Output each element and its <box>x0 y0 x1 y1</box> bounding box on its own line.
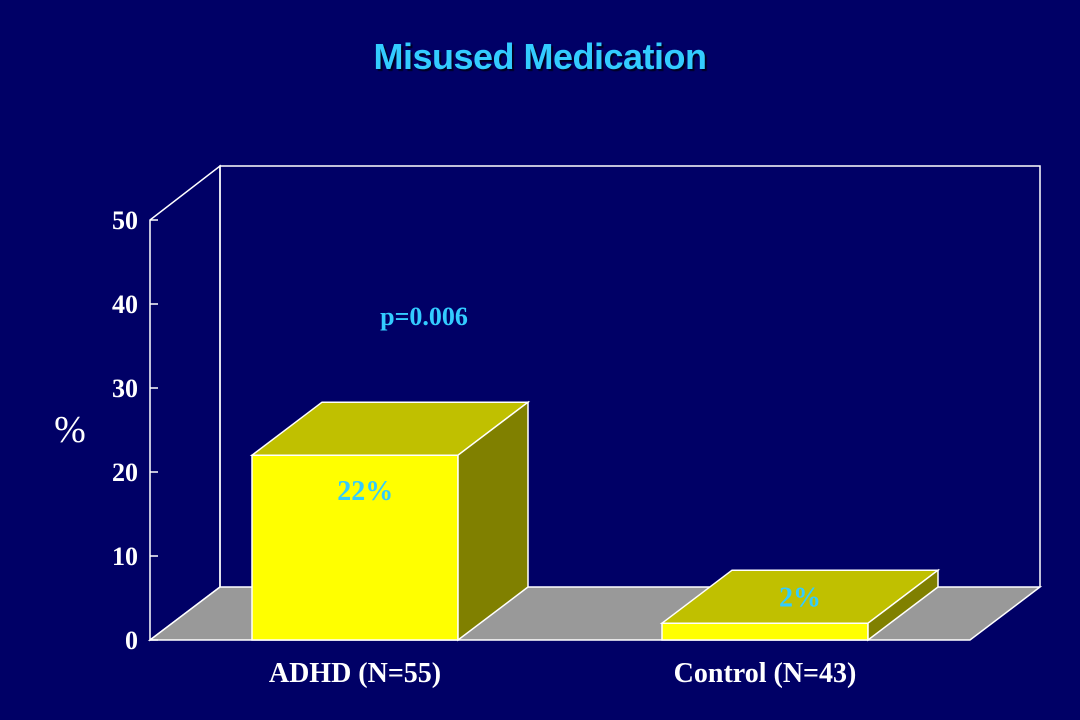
bar <box>659 568 941 642</box>
left-wall <box>149 164 221 642</box>
data-label: 2% <box>779 583 821 614</box>
y-tick-label: 50 <box>112 206 138 235</box>
p-value-annotation: p=0.006 <box>380 302 468 331</box>
y-tick-label: 30 <box>112 374 138 403</box>
x-category-label: ADHD (N=55) <box>269 658 441 689</box>
data-label: 22% <box>337 476 393 507</box>
bar-side <box>457 400 529 642</box>
chart-title: Misused Medication <box>373 36 707 77</box>
y-axis-ticks: 0 10 20 30 40 50 <box>112 206 158 655</box>
x-axis-labels: ADHD (N=55) Control (N=43) <box>269 658 856 689</box>
y-axis-label: % <box>54 409 86 451</box>
bars: 22% 2% <box>249 400 941 642</box>
bar-side <box>867 568 939 642</box>
y-tick-label: 10 <box>112 542 138 571</box>
y-tick-label: 20 <box>112 458 138 487</box>
y-tick-label: 40 <box>112 290 138 319</box>
x-category-label: Control (N=43) <box>674 658 857 689</box>
bar-front <box>661 622 869 641</box>
bar <box>249 400 531 642</box>
y-tick-label: 0 <box>125 626 138 655</box>
